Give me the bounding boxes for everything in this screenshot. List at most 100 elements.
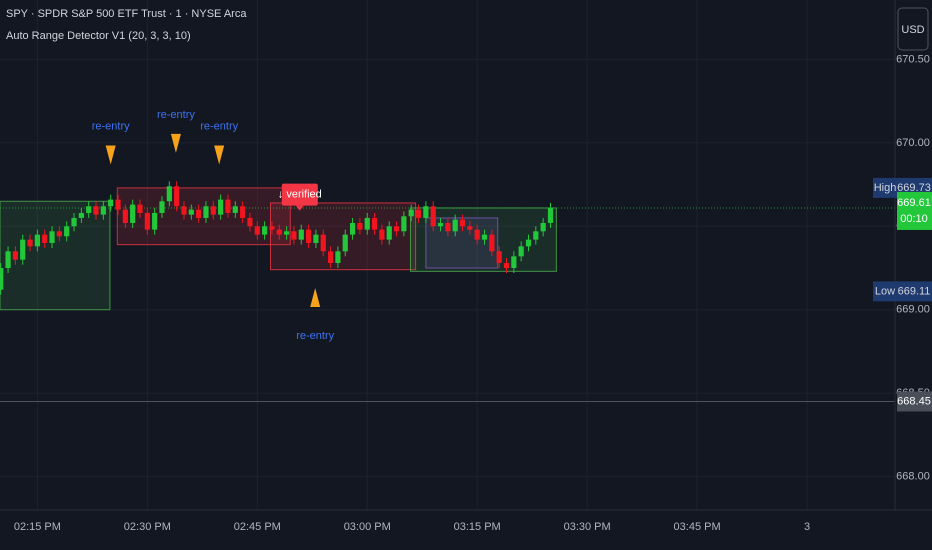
candle-body bbox=[115, 199, 121, 210]
candle-body bbox=[349, 222, 356, 235]
candle-body bbox=[467, 226, 473, 230]
candle-body bbox=[386, 226, 392, 240]
indicator-title: Auto Range Detector V1 (20, 3, 3, 10) bbox=[6, 30, 191, 42]
tag-name-box bbox=[873, 281, 897, 302]
countdown: 00:10 bbox=[900, 213, 928, 225]
candle-body bbox=[540, 222, 546, 232]
tag-name: Low bbox=[875, 285, 895, 297]
candle-body bbox=[196, 209, 202, 218]
candle-body bbox=[34, 234, 40, 247]
candle-body bbox=[232, 206, 238, 213]
candle-body bbox=[481, 234, 488, 240]
candle-body bbox=[262, 226, 268, 235]
x-tick-label: 02:45 PM bbox=[234, 521, 281, 533]
candle-body bbox=[254, 226, 260, 235]
grid bbox=[0, 0, 895, 510]
candle-body bbox=[408, 209, 414, 217]
candle-body bbox=[415, 209, 422, 218]
candle-body bbox=[203, 206, 209, 218]
annotation-label: re-entry bbox=[296, 330, 334, 342]
candle-body bbox=[305, 229, 312, 243]
candle-body bbox=[503, 263, 510, 269]
candle-body bbox=[174, 186, 180, 207]
candle-body bbox=[218, 199, 224, 215]
candle-body bbox=[298, 229, 304, 240]
annotation-label: re-entry bbox=[92, 120, 130, 132]
last-price: 669.61 bbox=[897, 197, 931, 209]
candle-body bbox=[474, 229, 480, 240]
candle-body bbox=[210, 206, 216, 215]
candle-body bbox=[137, 204, 143, 213]
x-tick-label: 02:30 PM bbox=[124, 521, 171, 533]
candle-body bbox=[247, 217, 253, 227]
candle-body bbox=[100, 206, 106, 215]
candle-body bbox=[518, 246, 524, 257]
candle-body bbox=[108, 199, 114, 207]
candle-body bbox=[430, 206, 436, 227]
range-box bbox=[0, 200, 111, 311]
candle-body bbox=[379, 229, 385, 240]
candle-body bbox=[459, 219, 466, 227]
candle-body bbox=[159, 201, 165, 213]
tag-name-box bbox=[873, 177, 897, 198]
plot: re-entry re-entry re-entry re-entry ↓ verifi… bbox=[0, 109, 895, 403]
currency-button[interactable] bbox=[897, 7, 929, 51]
candle-body bbox=[445, 222, 451, 232]
tag-value-box bbox=[897, 281, 932, 302]
candle-body bbox=[225, 199, 231, 213]
y-tick-label: 670.00 bbox=[896, 137, 930, 149]
candle-body bbox=[335, 251, 341, 264]
candle-body bbox=[533, 231, 539, 240]
entry-marker bbox=[214, 145, 225, 165]
candle-body bbox=[42, 234, 48, 243]
candle-body bbox=[49, 231, 55, 243]
candle-body bbox=[12, 251, 18, 260]
candle-body bbox=[452, 219, 458, 232]
candle-body bbox=[27, 239, 33, 247]
tag-name: High bbox=[874, 182, 897, 194]
tag-value: 669.73 bbox=[897, 182, 931, 194]
candle-body bbox=[188, 209, 194, 215]
candle-body bbox=[393, 226, 400, 232]
candle-body bbox=[320, 234, 326, 252]
candle-body bbox=[0, 268, 4, 290]
candle-body bbox=[423, 206, 429, 218]
candle-body bbox=[547, 207, 554, 223]
candle-body bbox=[20, 239, 26, 260]
x-tick-label: 3 bbox=[804, 521, 810, 533]
y-tick-label: 669.00 bbox=[896, 304, 930, 316]
candle-body bbox=[144, 212, 150, 230]
tag-value: 669.11 bbox=[898, 285, 931, 297]
y-tick-label: 668.00 bbox=[896, 471, 930, 483]
candle-body bbox=[437, 222, 444, 227]
y-tick-label: 670.50 bbox=[896, 53, 930, 65]
signal-pointer bbox=[295, 205, 304, 211]
x-tick-label: 03:00 PM bbox=[344, 521, 391, 533]
candle-body bbox=[71, 217, 77, 227]
candle-body bbox=[284, 231, 290, 235]
entry-marker bbox=[170, 133, 181, 153]
candle-body bbox=[269, 226, 275, 230]
entry-marker bbox=[105, 145, 116, 165]
annotation-label: re-entry bbox=[200, 120, 238, 132]
candle-body bbox=[496, 251, 502, 264]
signal-badge bbox=[281, 183, 318, 206]
candle-body bbox=[276, 229, 282, 235]
candle-body bbox=[327, 251, 334, 264]
candle-body bbox=[86, 206, 92, 213]
candle-body bbox=[291, 231, 297, 240]
candle-body bbox=[5, 251, 11, 269]
level-box bbox=[897, 391, 932, 412]
candle-body bbox=[342, 234, 348, 252]
candle-body bbox=[511, 256, 517, 269]
symbol-title: SPY · SPDR S&P 500 ETF Trust · 1 · NYSE … bbox=[6, 8, 247, 20]
currency-label[interactable]: USD bbox=[901, 24, 924, 36]
candle-body bbox=[489, 234, 495, 252]
x-tick-label: 02:15 PM bbox=[14, 521, 61, 533]
price-tags: High 669.73 Low 669.11 669.61 00:10 668.45 bbox=[873, 177, 932, 412]
signal-text: ↓ verified bbox=[278, 188, 322, 200]
candle-body bbox=[371, 217, 378, 230]
